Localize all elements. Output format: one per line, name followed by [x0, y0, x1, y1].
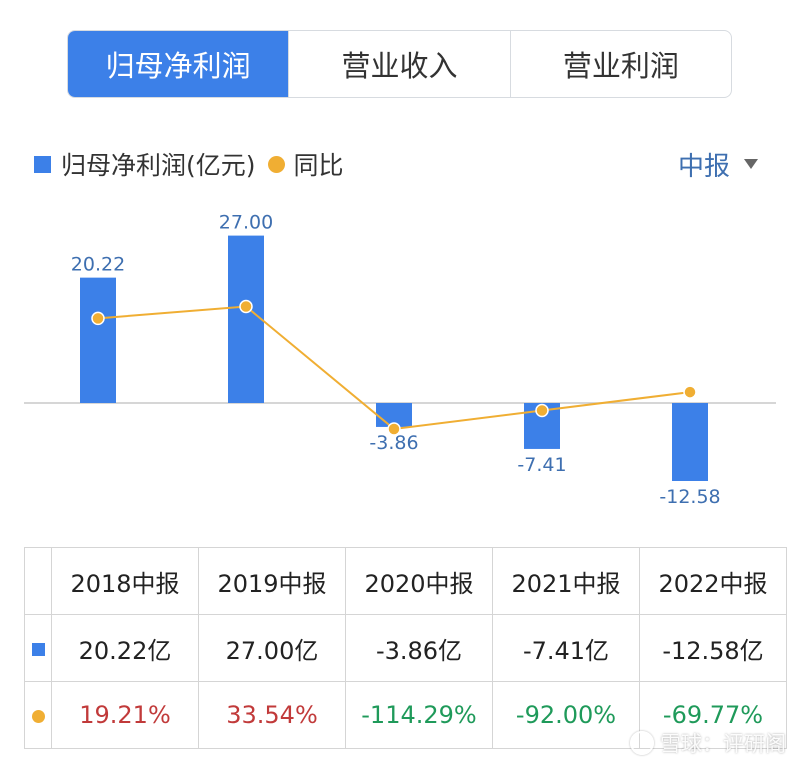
- table-cell: -69.77%: [639, 681, 787, 749]
- watermark-text: 雪球：评研阁: [660, 732, 786, 756]
- square-marker-icon: [31, 643, 45, 656]
- metric-tabs: 归母净利润 营业收入 营业利润: [67, 30, 732, 98]
- dot-marker-icon: [31, 710, 45, 723]
- chart-legend: 归母净利润(亿元) 同比: [34, 145, 344, 183]
- table-row-yoy: 19.21% 33.54% -114.29% -92.00% -69.77%: [24, 681, 787, 749]
- bar-value-label: -7.41: [517, 454, 566, 476]
- bar-value-label: -12.58: [659, 486, 720, 508]
- table-cell: -92.00%: [492, 681, 640, 749]
- bar-value-label: -3.86: [369, 432, 418, 454]
- bar-labels-group: 20.22 27.00 -3.86 -7.41 -12.58: [71, 212, 721, 508]
- table-cell: 27.00亿: [198, 614, 346, 682]
- table-cell: 19.21%: [51, 681, 199, 749]
- bar-2018中报: [80, 277, 116, 403]
- table-cell: -12.58亿: [639, 614, 787, 682]
- period-dropdown[interactable]: 中报: [678, 145, 758, 183]
- yoy-point-2020中报: [387, 422, 401, 436]
- snowball-logo-icon: [630, 731, 654, 755]
- period-label: 中报: [677, 151, 730, 182]
- yoy-point-2019中报: [239, 299, 253, 314]
- table-header-cell: 2019中报: [198, 547, 346, 615]
- bar-legend-marker: [34, 155, 51, 173]
- bars-group: [80, 235, 708, 481]
- table-cell: -3.86亿: [345, 614, 493, 682]
- table-cell: -7.41亿: [492, 614, 640, 682]
- yoy-point-2022中报: [683, 385, 697, 399]
- table-header-cell: 2022中报: [639, 547, 787, 615]
- table-corner-cell: [24, 547, 52, 615]
- bar-2019中报: [228, 235, 264, 403]
- table-cell: -114.29%: [345, 681, 493, 749]
- yoy-row-marker-cell: [24, 681, 52, 749]
- profit-chart: 20.22 27.00 -3.86 -7.41 -12.58: [24, 212, 776, 508]
- bar-value-label: 20.22: [71, 254, 125, 276]
- yoy-point-2021中报: [535, 403, 549, 418]
- bar-legend-label: 归母净利润(亿元): [61, 151, 256, 180]
- yoy-point-2018中报: [91, 311, 105, 326]
- tab-revenue[interactable]: 营业收入: [288, 31, 509, 97]
- line-legend-label: 同比: [293, 151, 344, 180]
- table-header-cell: 2018中报: [51, 547, 199, 615]
- profit-row-marker-cell: [24, 614, 52, 682]
- table-row-profit: 20.22亿 27.00亿 -3.86亿 -7.41亿 -12.58亿: [24, 614, 787, 682]
- data-table: 2018中报 2019中报 2020中报 2021中报 2022中报 20.22…: [24, 547, 787, 749]
- watermark: 雪球：评研阁: [630, 728, 786, 758]
- yoy-points-group: [91, 299, 697, 436]
- bar-value-label: 27.00: [219, 212, 273, 234]
- caret-down-icon: [744, 159, 758, 169]
- line-legend-marker: [267, 155, 285, 173]
- bar-2022中报: [672, 403, 708, 481]
- table-header-cell: 2021中报: [492, 547, 640, 615]
- tab-operating-profit[interactable]: 营业利润: [509, 31, 731, 97]
- table-header-cell: 2020中报: [345, 547, 493, 615]
- table-cell: 33.54%: [198, 681, 346, 749]
- table-header-row: 2018中报 2019中报 2020中报 2021中报 2022中报: [24, 547, 787, 615]
- table-cell: 20.22亿: [51, 614, 199, 682]
- tab-net-profit[interactable]: 归母净利润: [68, 31, 289, 97]
